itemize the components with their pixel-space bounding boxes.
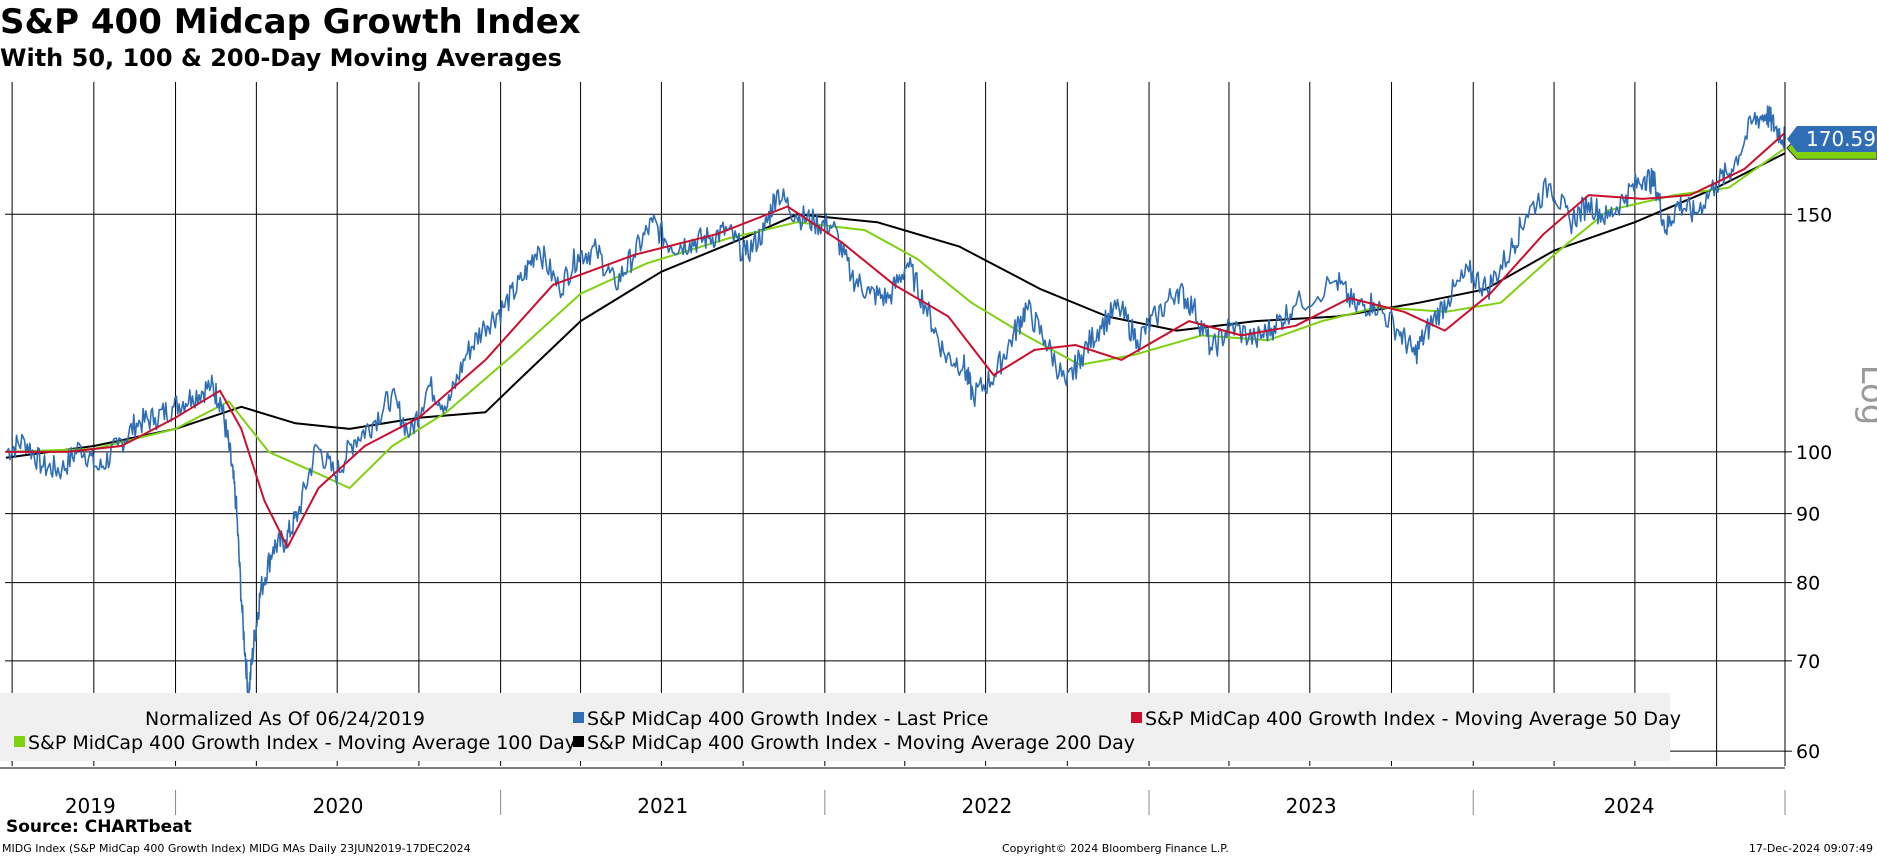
y-axis-label: Log <box>1853 365 1877 426</box>
y-tick-label: 60 <box>1796 741 1820 763</box>
source-note: Source: CHARTbeat <box>6 817 192 837</box>
ticker-info: MIDG Index (S&P MidCap 400 Growth Index)… <box>2 842 471 855</box>
series-line <box>5 147 1786 490</box>
x-tick-label: 2021 <box>637 794 688 818</box>
chart-subtitle: With 50, 100 & 200-Day Moving Averages <box>0 44 562 72</box>
series-line <box>5 152 1786 459</box>
copyright: Copyright© 2024 Bloomberg Finance L.P. <box>1002 842 1229 855</box>
series-layer <box>5 105 1786 701</box>
legend-swatch <box>1131 712 1142 723</box>
legend-entry: S&P MidCap 400 Growth Index - Last Price <box>587 708 988 730</box>
legend-swatch <box>573 712 584 723</box>
y-tick-label: 80 <box>1796 573 1820 595</box>
legend-entry: S&P MidCap 400 Growth Index - Moving Ave… <box>587 732 1135 754</box>
y-tick-label: 90 <box>1796 504 1820 526</box>
x-tick-label: 2023 <box>1286 794 1337 818</box>
legend-note: Normalized As Of 06/24/2019 <box>145 708 425 730</box>
y-tick-label: 70 <box>1796 651 1820 673</box>
legend-swatch <box>14 736 25 747</box>
grid-layer <box>5 82 1785 766</box>
legend-entry: S&P MidCap 400 Growth Index - Moving Ave… <box>1145 708 1681 730</box>
last-value-label: 170.59 <box>1806 127 1876 151</box>
x-tick-label: 2022 <box>961 794 1012 818</box>
series-line <box>5 132 1786 549</box>
y-tick-label: 150 <box>1796 204 1832 226</box>
timestamp: 17-Dec-2024 09:07:49 <box>1748 842 1873 855</box>
legend-box <box>0 693 1670 761</box>
axis-layer: 60 70 80 90 100 150 2019 2020 2021 2022 2023 2024 Lo… <box>0 82 1877 818</box>
legend-swatch <box>573 736 584 747</box>
legend: Normalized As Of 06/24/2019 S&P MidCap 40… <box>0 693 1681 761</box>
x-tick-label: 2024 <box>1604 794 1655 818</box>
series-line <box>5 105 1786 701</box>
last-value-tag <box>1787 125 1877 152</box>
x-tick-label: 2019 <box>65 794 116 818</box>
x-tick-label: 2020 <box>313 794 364 818</box>
y-tick-label: 100 <box>1796 442 1832 464</box>
legend-entry: S&P MidCap 400 Growth Index - Moving Ave… <box>28 732 576 754</box>
chart-title: S&P 400 Midcap Growth Index <box>0 2 581 42</box>
